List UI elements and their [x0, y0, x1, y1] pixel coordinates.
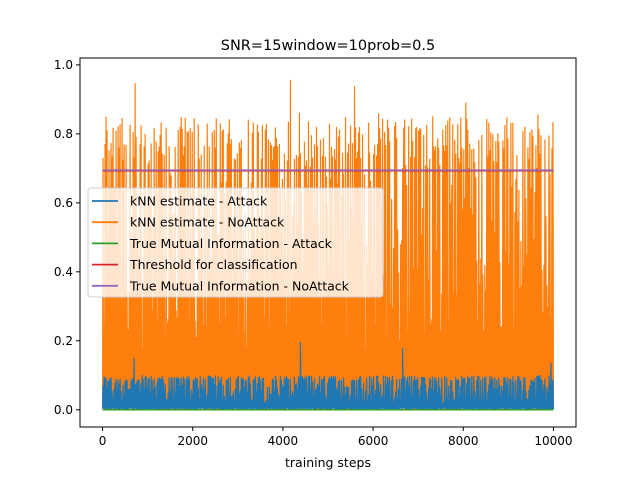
y-tick-label: 0.6 — [54, 196, 73, 210]
x-tick-label: 8000 — [448, 434, 479, 448]
y-tick-label: 0.0 — [54, 403, 73, 417]
x-tick-label: 4000 — [268, 434, 299, 448]
chart-title: SNR=15window=10prob=0.5 — [221, 38, 435, 54]
plot-frame — [79, 57, 577, 428]
legend-label: Threshold for classification — [129, 257, 298, 272]
legend: kNN estimate - Attack kNN estimate - NoAt… — [87, 187, 384, 298]
y-axis-ticks: 0.0 0.2 0.4 0.6 0.8 1.0 — [54, 58, 80, 417]
legend-label: kNN estimate - NoAttack — [130, 215, 285, 230]
x-tick-label: 0 — [99, 434, 107, 448]
y-tick-label: 0.8 — [54, 127, 73, 141]
legend-label: True Mutual Information - Attack — [129, 236, 333, 251]
series-layer — [101, 79, 555, 411]
y-tick-label: 1.0 — [54, 58, 73, 72]
y-tick-label: 0.4 — [54, 265, 73, 279]
legend-box — [87, 187, 384, 298]
y-tick-label: 0.2 — [54, 334, 73, 348]
x-tick-label: 10000 — [534, 434, 572, 448]
x-axis-ticks: 0 2000 4000 6000 8000 10000 — [99, 427, 573, 448]
legend-label: True Mutual Information - NoAttack — [129, 278, 350, 293]
legend-entries: kNN estimate - Attack kNN estimate - NoAt… — [92, 194, 350, 293]
legend-label: kNN estimate - Attack — [130, 194, 268, 209]
x-tick-label: 6000 — [358, 434, 389, 448]
x-tick-label: 2000 — [177, 434, 208, 448]
x-axis-label: training steps — [285, 455, 371, 470]
plot-area — [101, 79, 555, 411]
